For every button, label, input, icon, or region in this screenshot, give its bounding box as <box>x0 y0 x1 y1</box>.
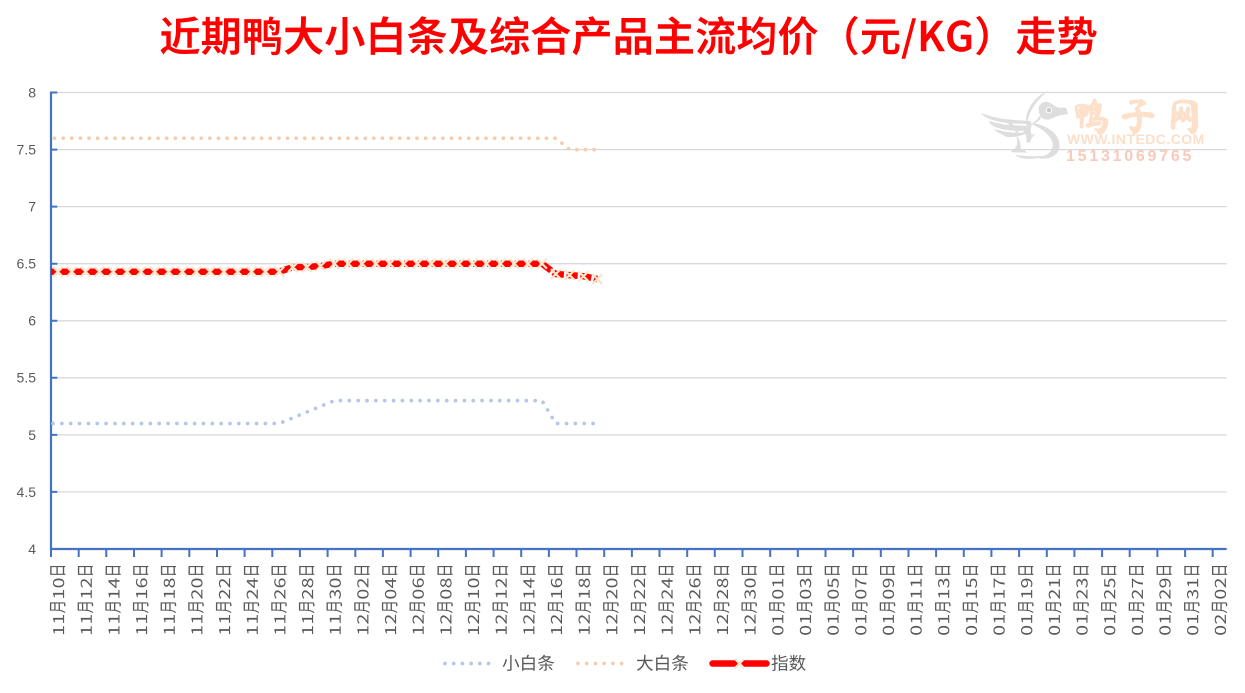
svg-text:5: 5 <box>28 427 36 443</box>
svg-text:4.5: 4.5 <box>17 484 37 500</box>
svg-text:8: 8 <box>28 84 36 100</box>
svg-text:7.5: 7.5 <box>17 142 37 158</box>
svg-text:WWW.INTEDC.COM: WWW.INTEDC.COM <box>1067 131 1205 147</box>
svg-text:6.5: 6.5 <box>17 256 37 272</box>
svg-text:15131069765: 15131069765 <box>1066 148 1194 165</box>
svg-text:5.5: 5.5 <box>17 370 37 386</box>
svg-text:4: 4 <box>28 541 36 557</box>
svg-text:6: 6 <box>28 313 36 329</box>
svg-text:7: 7 <box>28 199 36 215</box>
